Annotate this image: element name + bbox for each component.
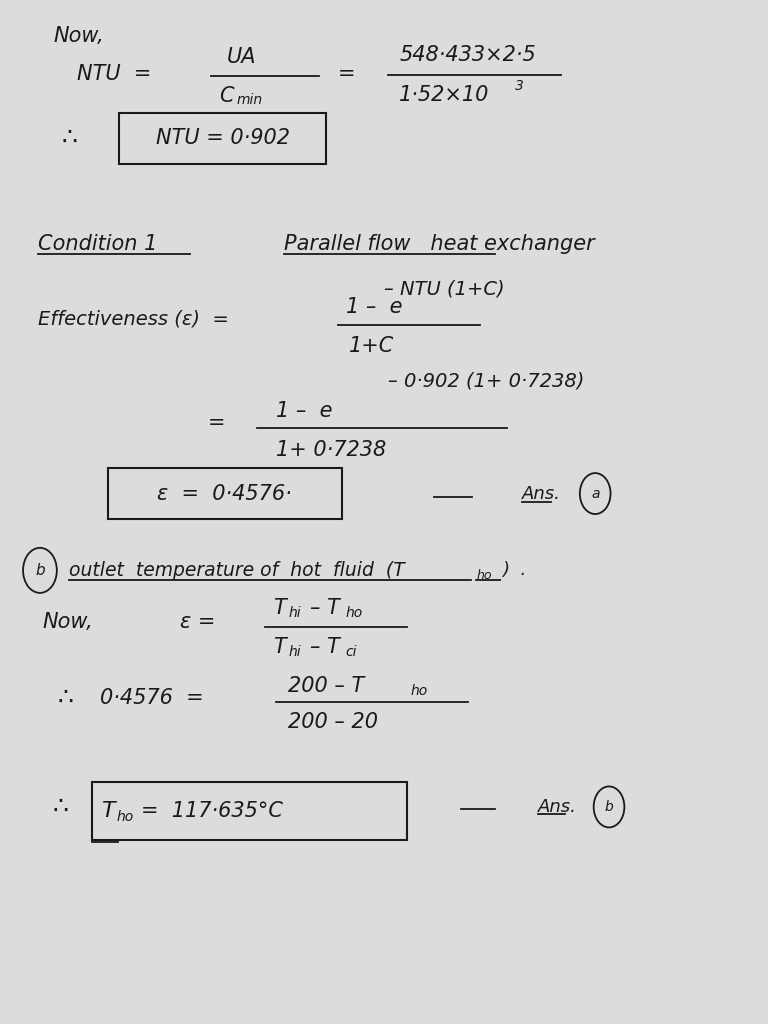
Text: – T: – T (310, 598, 339, 618)
Text: 3: 3 (515, 79, 524, 93)
Text: Now,: Now, (54, 26, 104, 46)
Text: ho: ho (117, 810, 134, 824)
Text: 1+ 0·7238: 1+ 0·7238 (276, 439, 387, 460)
Text: ci: ci (346, 645, 357, 659)
Text: T: T (101, 801, 115, 821)
Text: – NTU (1+C): – NTU (1+C) (384, 280, 505, 298)
Text: )  .: ) . (502, 561, 527, 580)
Text: =: = (338, 63, 356, 84)
Text: 0·4576  =: 0·4576 = (100, 688, 204, 709)
Text: ε  =  0·4576·: ε = 0·4576· (157, 483, 292, 504)
Text: 1 –  e: 1 – e (346, 297, 402, 317)
Text: ∴: ∴ (61, 126, 78, 151)
Text: b: b (35, 563, 45, 578)
Text: ∴: ∴ (52, 795, 68, 819)
Text: ho: ho (476, 569, 492, 582)
Text: =: = (207, 413, 225, 433)
Text: Condition 1: Condition 1 (38, 233, 157, 254)
Text: =  117·635°C: = 117·635°C (141, 801, 283, 821)
Text: T: T (273, 637, 286, 657)
Text: b: b (604, 800, 614, 814)
Text: NTU = 0·902: NTU = 0·902 (156, 128, 290, 148)
Text: – T: – T (310, 637, 339, 657)
Text: Ans.: Ans. (522, 484, 561, 503)
Text: hi: hi (289, 606, 301, 621)
Text: ho: ho (411, 684, 428, 698)
Text: 200 – 20: 200 – 20 (288, 712, 378, 732)
Text: outlet  temperature of  hot  fluid  (T: outlet temperature of hot fluid (T (69, 561, 405, 580)
Text: 1+C: 1+C (349, 336, 395, 356)
Text: – 0·902 (1+ 0·7238): – 0·902 (1+ 0·7238) (388, 372, 584, 390)
Text: Effectiveness (ε)  =: Effectiveness (ε) = (38, 310, 230, 329)
Text: min: min (237, 93, 263, 108)
Text: hi: hi (289, 645, 301, 659)
Text: ε =: ε = (180, 611, 216, 632)
Text: 200 – T: 200 – T (288, 676, 364, 696)
Text: 1 –  e: 1 – e (276, 400, 333, 421)
Text: Parallel flow   heat exchanger: Parallel flow heat exchanger (284, 233, 595, 254)
Text: Now,: Now, (42, 611, 93, 632)
Text: a: a (591, 486, 600, 501)
Text: C: C (219, 86, 233, 106)
Text: 548·433×2·5: 548·433×2·5 (399, 45, 536, 66)
Text: Ans.: Ans. (538, 798, 577, 816)
Text: UA: UA (227, 47, 257, 68)
Text: NTU  =: NTU = (77, 63, 151, 84)
Text: ho: ho (346, 606, 362, 621)
Text: 1·52×10: 1·52×10 (399, 85, 490, 105)
Text: T: T (273, 598, 286, 618)
Text: ∴: ∴ (58, 686, 74, 711)
